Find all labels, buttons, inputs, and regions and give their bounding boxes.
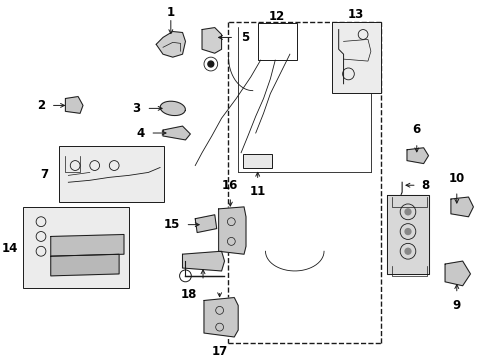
Polygon shape	[65, 96, 83, 113]
Text: 6: 6	[412, 123, 420, 136]
Polygon shape	[163, 126, 190, 140]
Text: 11: 11	[249, 185, 265, 198]
Polygon shape	[51, 254, 119, 276]
Polygon shape	[51, 234, 124, 256]
Polygon shape	[450, 197, 472, 217]
Text: 1: 1	[166, 6, 175, 19]
Polygon shape	[218, 207, 245, 254]
Polygon shape	[182, 251, 224, 271]
Bar	[59, 146, 163, 202]
Text: 18: 18	[181, 288, 197, 301]
Polygon shape	[202, 28, 221, 53]
Text: 14: 14	[1, 242, 18, 255]
Circle shape	[207, 61, 213, 67]
Text: 8: 8	[421, 179, 429, 192]
Text: 15: 15	[163, 218, 179, 231]
Text: 13: 13	[347, 8, 364, 21]
Polygon shape	[386, 195, 428, 274]
Bar	[243, 154, 272, 168]
Text: 16: 16	[222, 179, 238, 192]
Bar	[257, 23, 296, 60]
Polygon shape	[156, 32, 185, 57]
Polygon shape	[203, 298, 238, 337]
Text: 5: 5	[241, 31, 249, 44]
Text: 3: 3	[132, 102, 140, 115]
Text: 7: 7	[41, 168, 49, 181]
Circle shape	[404, 248, 410, 254]
Text: 9: 9	[452, 298, 460, 311]
Polygon shape	[195, 215, 216, 233]
Polygon shape	[406, 148, 427, 163]
Polygon shape	[444, 261, 469, 286]
Text: 4: 4	[136, 126, 144, 140]
Text: 17: 17	[211, 345, 227, 358]
Polygon shape	[160, 101, 185, 116]
Bar	[331, 22, 380, 93]
Circle shape	[404, 209, 410, 215]
Text: 12: 12	[268, 10, 285, 23]
Bar	[23, 207, 128, 288]
Text: 10: 10	[448, 172, 464, 185]
Text: 2: 2	[37, 99, 45, 112]
Circle shape	[404, 229, 410, 234]
